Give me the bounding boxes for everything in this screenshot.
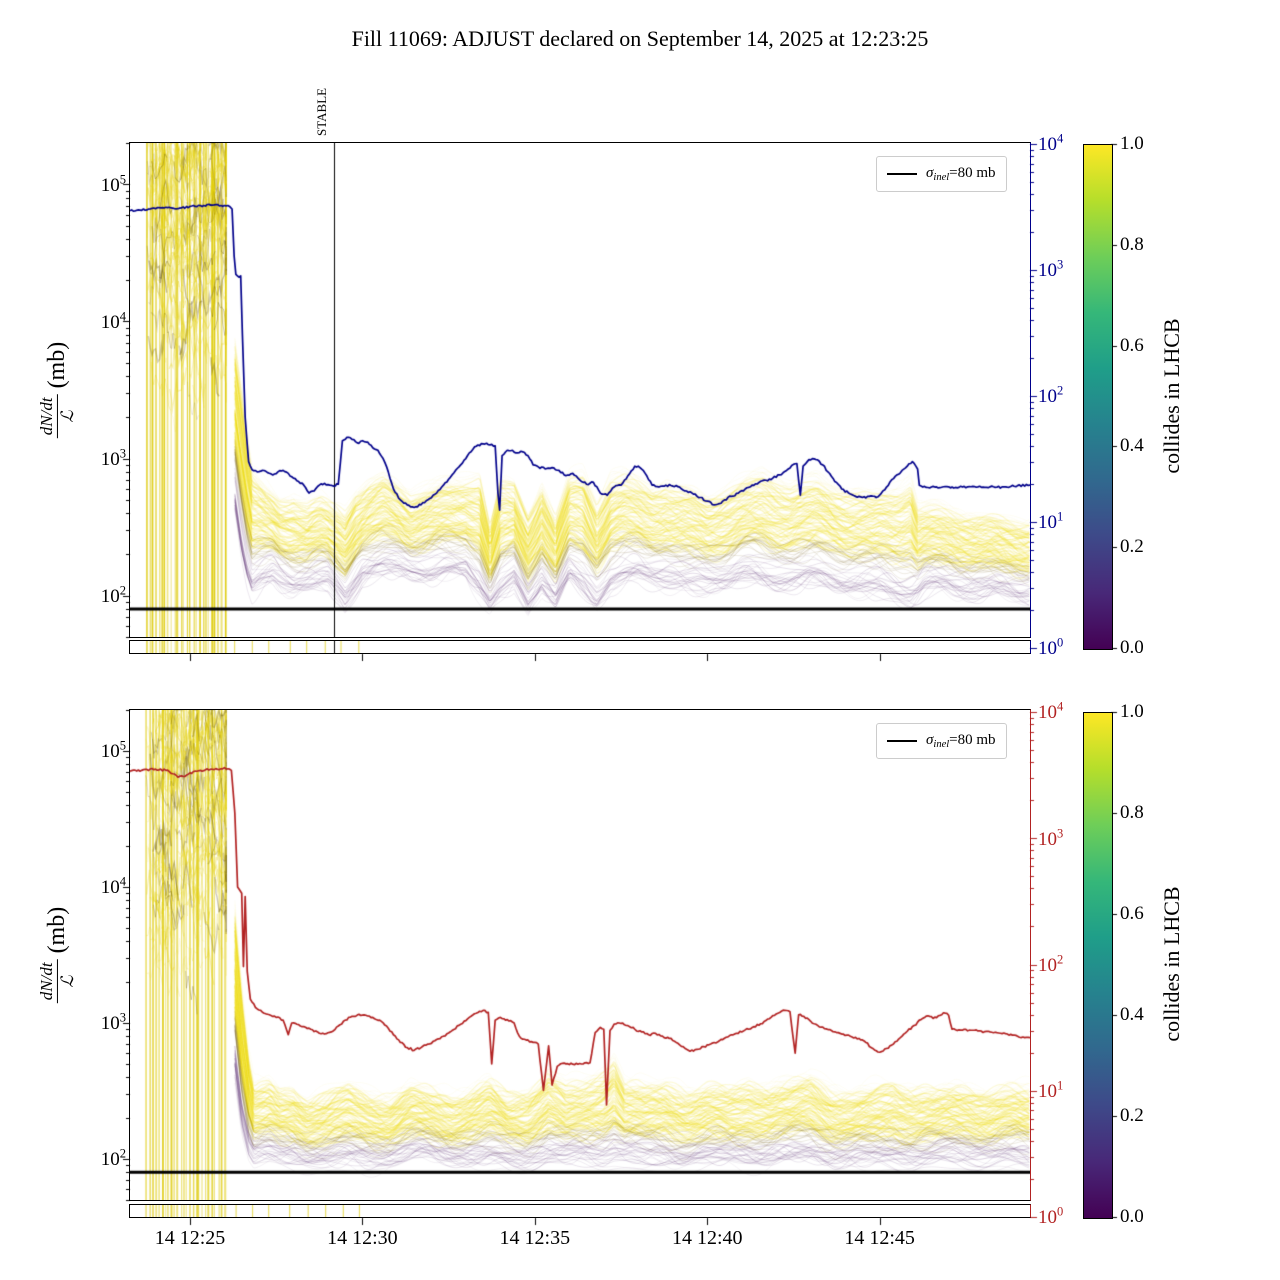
bottom-strip-canvas	[130, 1205, 1030, 1217]
right-tick-label: 100	[1038, 1205, 1064, 1229]
x-tick-label: 14 12:30	[327, 1227, 398, 1249]
top-colorbar	[1083, 144, 1113, 650]
ylabel-unit: (mb)	[43, 341, 70, 389]
left-tick-label: 104	[100, 874, 126, 899]
top-strip-frame	[129, 640, 1031, 654]
colorbar-tick-label: 0.8	[1120, 233, 1144, 255]
x-tick-label: 14 12:25	[154, 1227, 226, 1249]
top-strip-canvas	[130, 641, 1030, 653]
bottom-plot-canvas	[130, 710, 1030, 1200]
ylabel-numerator: dN/dt	[36, 962, 56, 1001]
colorbar-tick-label: 0.2	[1120, 1105, 1144, 1126]
bottom-colorbar-label: collides in LHCB	[1159, 886, 1184, 1042]
top-y-axis-label: dN/dt ℒ (mb)	[36, 341, 78, 439]
ylabel-denominator: ℒ	[56, 394, 78, 439]
legend-label: σinel=80 mb	[926, 165, 996, 183]
legend-sigma-sub: inel	[933, 739, 950, 750]
left-tick-label: 105	[100, 738, 126, 763]
right-tick-label: 102	[1038, 952, 1064, 976]
right-tick-label: 101	[1038, 510, 1064, 534]
right-tick-label: 102	[1038, 384, 1064, 408]
bottom-plot-frame	[129, 709, 1031, 1201]
colorbar-tick-label: 0.8	[1120, 802, 1144, 823]
left-tick-label: 103	[100, 446, 126, 470]
left-tick-label: 103	[100, 1011, 126, 1035]
colorbar-tick-label: 0.4	[1120, 435, 1144, 457]
legend-line-swatch	[887, 740, 917, 742]
stable-annotation: STABLE	[314, 87, 329, 137]
right-tick-label: 103	[1038, 258, 1064, 282]
legend-sigma: σ	[926, 732, 934, 748]
colorbar-tick-label: 0.6	[1120, 903, 1144, 924]
right-tick-label: 100	[1038, 636, 1064, 660]
bottom-colorbar	[1083, 712, 1113, 1219]
bottom-strip-frame	[129, 1204, 1031, 1218]
top-ylabel-fraction: dN/dt ℒ	[36, 394, 78, 439]
colorbar-tick-label: 0.4	[1120, 1004, 1144, 1025]
colorbar-tick-label: 0.0	[1120, 1206, 1144, 1227]
right-tick-label: 104	[1038, 132, 1064, 156]
top-legend: σinel=80 mb	[876, 156, 1007, 192]
bottom-y-axis-label: dN/dt ℒ (mb)	[36, 906, 78, 1004]
legend-sigma-sub: inel	[933, 172, 950, 183]
ylabel-denominator: ℒ	[56, 959, 78, 1004]
left-tick-label: 102	[100, 583, 126, 608]
bottom-legend: σinel=80 mb	[876, 723, 1007, 759]
legend-label: σinel=80 mb	[926, 732, 996, 750]
legend-value: =80 mb	[949, 732, 996, 748]
legend-line-swatch	[887, 173, 917, 175]
top-plot-canvas	[130, 143, 1030, 637]
colorbar-tick-label: 0.6	[1120, 334, 1144, 356]
x-tick-label: 14 12:45	[844, 1227, 915, 1249]
x-tick-label: 14 12:35	[499, 1227, 571, 1249]
top-plot-frame	[129, 142, 1031, 638]
ylabel-numerator: dN/dt	[36, 397, 56, 436]
legend-sigma: σ	[926, 165, 934, 181]
legend-value: =80 mb	[949, 165, 996, 181]
colorbar-tick-label: 1.0	[1120, 133, 1144, 154]
right-tick-label: 101	[1038, 1078, 1064, 1103]
colorbar-tick-label: 0.0	[1120, 637, 1144, 658]
right-tick-label: 103	[1038, 826, 1064, 850]
top-colorbar-label: collides in LHCB	[1159, 318, 1184, 474]
bottom-ylabel-fraction: dN/dt ℒ	[36, 959, 78, 1004]
x-tick-label: 14 12:40	[671, 1227, 743, 1249]
left-tick-label: 104	[100, 309, 126, 333]
left-tick-label: 102	[100, 1147, 126, 1171]
ylabel-unit: (mb)	[43, 906, 70, 954]
right-tick-label: 104	[1038, 700, 1064, 724]
colorbar-tick-label: 1.0	[1120, 701, 1144, 722]
colorbar-tick-label: 0.2	[1120, 536, 1144, 558]
left-tick-label: 105	[100, 172, 126, 196]
